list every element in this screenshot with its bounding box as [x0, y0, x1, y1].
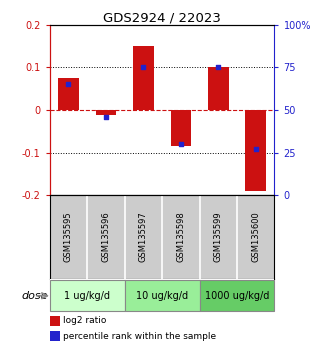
Bar [96, 110, 116, 115]
Bar [208, 67, 229, 110]
Text: 10 ug/kg/d: 10 ug/kg/d [136, 291, 188, 301]
Text: GSM135598: GSM135598 [176, 212, 185, 262]
Text: GSM135597: GSM135597 [139, 212, 148, 262]
Text: percentile rank within the sample: percentile rank within the sample [63, 331, 216, 341]
Point [103, 114, 108, 120]
Text: GSM135599: GSM135599 [214, 212, 223, 262]
Point [178, 141, 183, 147]
Bar [200, 280, 274, 312]
Bar [50, 315, 60, 326]
Text: log2 ratio: log2 ratio [63, 316, 107, 325]
Text: 1000 ug/kg/d: 1000 ug/kg/d [205, 291, 269, 301]
Title: GDS2924 / 22023: GDS2924 / 22023 [103, 12, 221, 25]
Text: GSM135596: GSM135596 [101, 212, 110, 262]
Bar [170, 110, 191, 146]
Bar [50, 280, 125, 312]
Point [216, 64, 221, 70]
Text: GSM135600: GSM135600 [251, 212, 260, 262]
Bar [125, 280, 200, 312]
Bar [50, 331, 60, 342]
Bar [246, 110, 266, 191]
Text: GSM135595: GSM135595 [64, 212, 73, 262]
Point [141, 64, 146, 70]
Point [66, 82, 71, 87]
Bar [58, 78, 79, 110]
Text: 1 ug/kg/d: 1 ug/kg/d [64, 291, 110, 301]
Point [253, 147, 258, 152]
Text: dose: dose [21, 291, 48, 301]
Bar [133, 46, 154, 110]
